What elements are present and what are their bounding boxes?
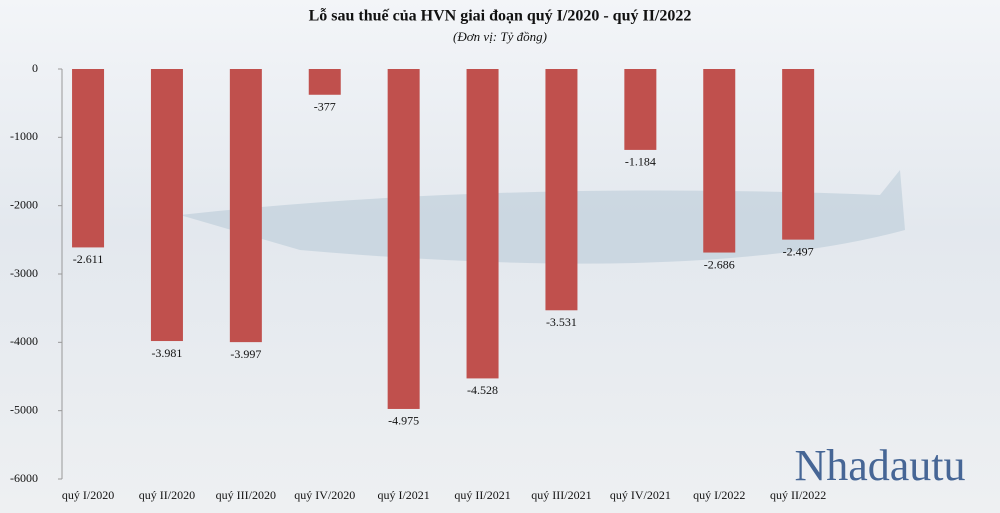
- x-tick-label: quý IV/2020: [294, 488, 355, 502]
- x-tick-label: quý I/2021: [377, 488, 429, 502]
- bar: [703, 69, 736, 253]
- x-tick-label: quý III/2021: [531, 488, 591, 502]
- y-tick-label: -3000: [10, 266, 38, 280]
- x-tick-label: quý II/2022: [770, 488, 826, 502]
- value-label: -2.497: [783, 244, 814, 258]
- value-label: -1.184: [625, 155, 656, 169]
- value-label: -377: [314, 100, 336, 114]
- y-tick-label: -6000: [10, 471, 38, 485]
- value-label: -4.528: [467, 383, 498, 397]
- x-tick-label: quý IV/2021: [610, 488, 671, 502]
- value-label: -3.531: [546, 315, 577, 329]
- value-label: -3.997: [230, 347, 261, 361]
- bar: [782, 69, 815, 240]
- y-tick-label: -4000: [10, 334, 38, 348]
- bar: [466, 69, 499, 379]
- value-label: -4.975: [388, 414, 419, 428]
- x-tick-label: quý III/2020: [216, 488, 276, 502]
- y-tick-label: 0: [32, 61, 38, 75]
- bar: [72, 69, 105, 248]
- value-label: -2.611: [73, 252, 104, 266]
- y-tick-label: -1000: [10, 129, 38, 143]
- value-label: -3.981: [151, 346, 182, 360]
- bar: [624, 69, 657, 150]
- bar: [308, 69, 341, 95]
- value-label: -2.686: [704, 257, 735, 271]
- x-tick-label: quý I/2022: [693, 488, 745, 502]
- x-tick-label: quý II/2020: [139, 488, 195, 502]
- y-tick-label: -5000: [10, 402, 38, 416]
- chart-subtitle: (Đơn vị: Tỷ đồng): [453, 29, 547, 44]
- bar: [229, 69, 262, 343]
- x-tick-label: quý II/2021: [454, 488, 510, 502]
- chart-title: Lỗ sau thuế của HVN giai đoạn quý I/2020…: [309, 8, 692, 25]
- bar: [150, 69, 183, 342]
- bar: [545, 69, 578, 311]
- y-tick-label: -2000: [10, 197, 38, 211]
- x-tick-label: quý I/2020: [62, 488, 114, 502]
- bar: [387, 69, 420, 409]
- watermark: Nhadautu: [794, 441, 965, 490]
